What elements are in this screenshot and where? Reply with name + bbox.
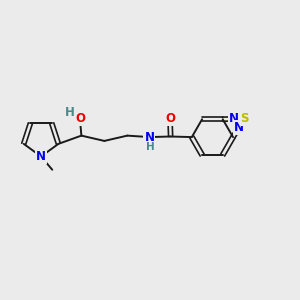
Text: N: N [229,112,239,125]
Text: N: N [234,121,244,134]
Text: H: H [146,142,154,152]
Text: O: O [165,112,175,125]
Text: N: N [144,130,154,144]
Text: S: S [241,112,249,125]
Text: N: N [36,150,46,163]
Text: H: H [65,106,75,118]
Text: O: O [75,112,85,125]
